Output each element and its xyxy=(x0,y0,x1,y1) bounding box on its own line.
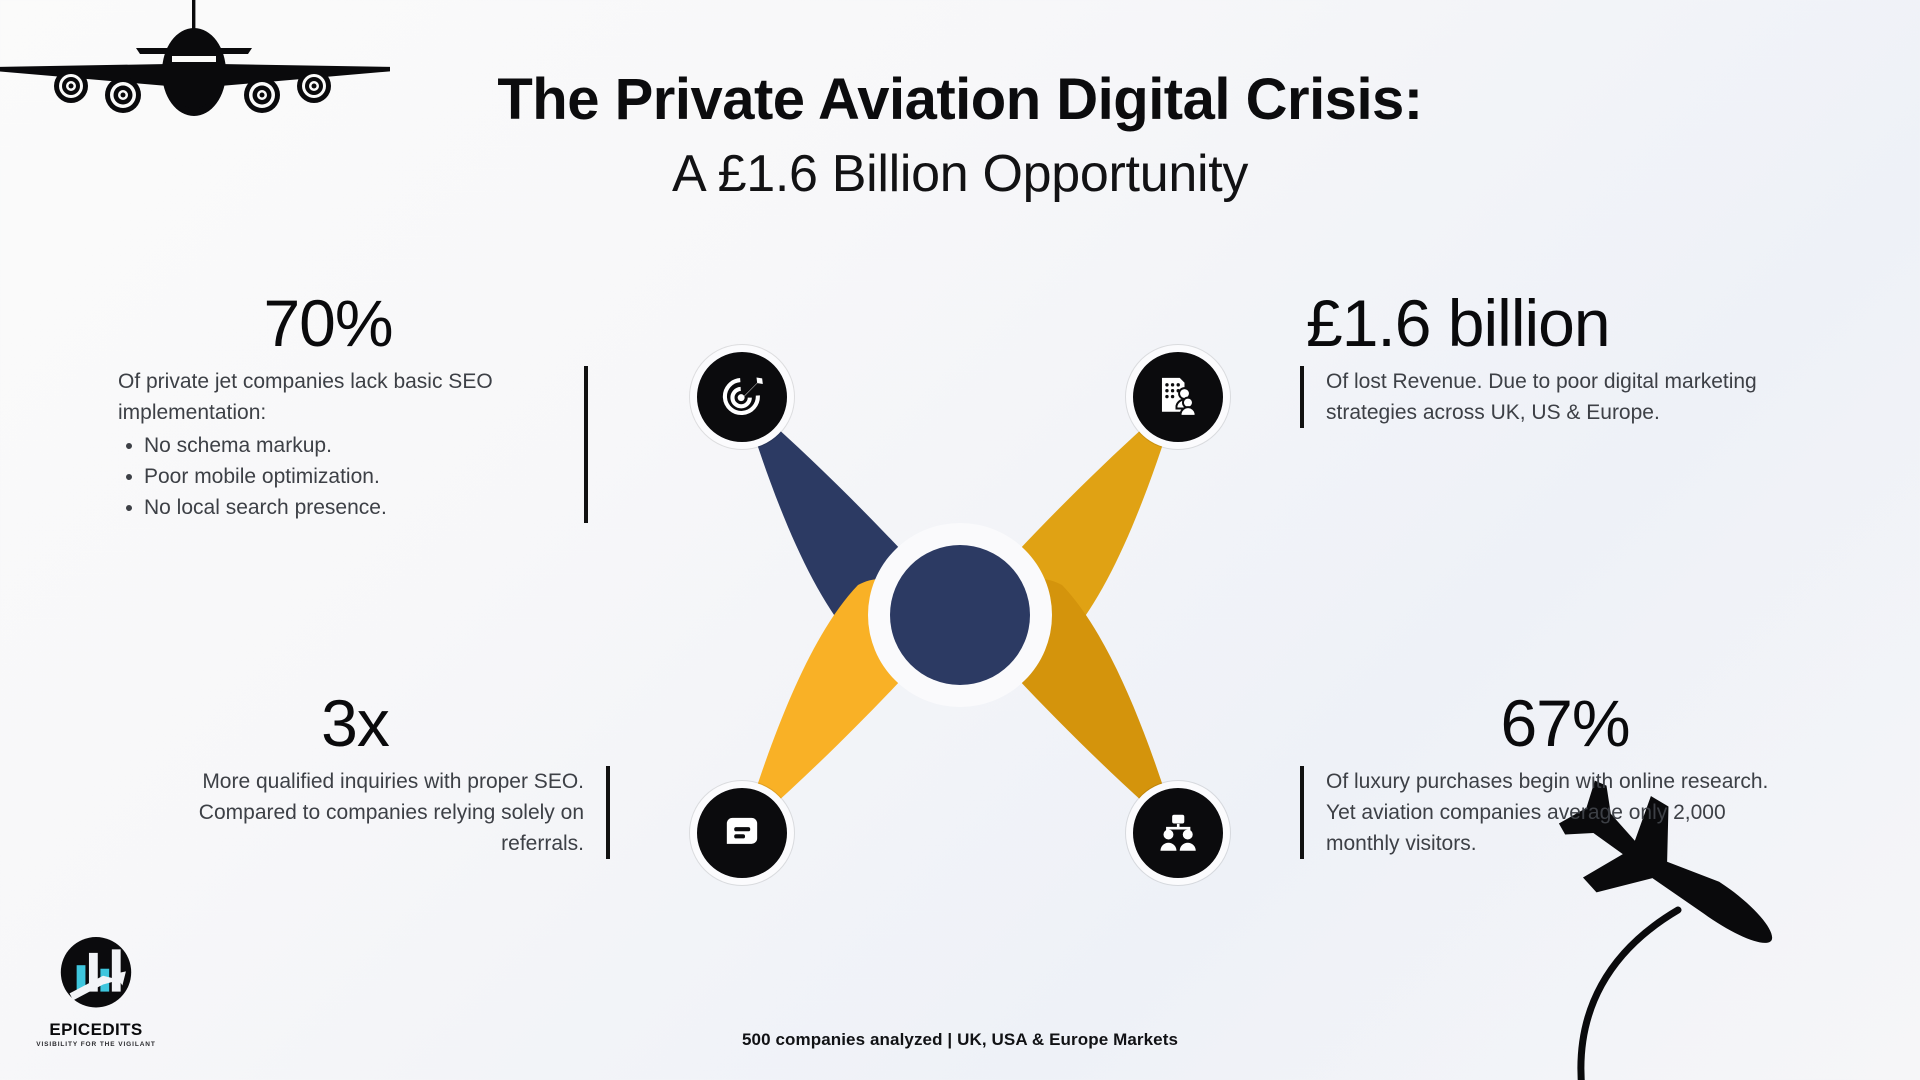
stat-bullet-list-top-left: No schema markup. Poor mobile optimizati… xyxy=(118,430,562,523)
brand-logo: EPICEDITS VISIBILITY FOR THE VIGILANT xyxy=(36,930,156,1062)
node-top-right[interactable] xyxy=(1126,345,1230,449)
list-item: No schema markup. xyxy=(118,430,562,461)
logo-wordmark: EPICEDITS xyxy=(49,1020,143,1039)
stat-block-top-right: £1.6 billion Of lost Revenue. Due to poo… xyxy=(1300,286,1770,429)
infographic-header: The Private Aviation Digital Crisis: A £… xyxy=(0,68,1920,207)
hub-center xyxy=(890,545,1030,685)
node-bottom-left[interactable] xyxy=(690,781,794,885)
stat-number-3x: 3x xyxy=(321,686,390,760)
node-top-left[interactable] xyxy=(690,345,794,449)
page-subtitle: A £1.6 Billion Opportunity xyxy=(671,144,1249,203)
stat-number-1-6-billion: £1.6 billion xyxy=(1306,286,1611,360)
stat-description-top-left: Of private jet companies lack basic SEO … xyxy=(118,370,493,425)
org-chart-icon xyxy=(1160,814,1196,851)
target-icon xyxy=(722,377,763,416)
stat-description-top-right: Of lost Revenue. Due to poor digital mar… xyxy=(1326,370,1757,425)
chat-bubble-icon xyxy=(726,817,758,844)
list-item: Poor mobile optimization. xyxy=(118,461,562,492)
page-title: The Private Aviation Digital Crisis: xyxy=(497,67,1423,132)
stat-block-bottom-right: 67% Of luxury purchases begin with onlin… xyxy=(1300,686,1770,860)
logo-tagline: VISIBILITY FOR THE VIGILANT xyxy=(36,1041,156,1048)
footer-note: 500 companies analyzed | UK, USA & Europ… xyxy=(741,1030,1179,1049)
stat-description-bottom-right: Of luxury purchases begin with online re… xyxy=(1326,770,1769,856)
stat-block-top-left: 70% Of private jet companies lack basic … xyxy=(118,286,588,524)
building-people-icon xyxy=(1161,377,1197,417)
stat-block-bottom-left: 3x More qualified inquiries with proper … xyxy=(140,686,610,860)
center-pinwheel-graphic xyxy=(690,345,1230,885)
stat-number-67-percent: 67% xyxy=(1500,686,1630,760)
stat-description-bottom-left: More qualified inquiries with proper SEO… xyxy=(198,770,584,856)
list-item: No local search presence. xyxy=(118,492,562,523)
pinwheel-blades xyxy=(742,397,1178,833)
epicedits-logo-icon xyxy=(60,937,132,1008)
stat-number-70-percent: 70% xyxy=(263,286,393,360)
node-bottom-right[interactable] xyxy=(1126,781,1230,885)
